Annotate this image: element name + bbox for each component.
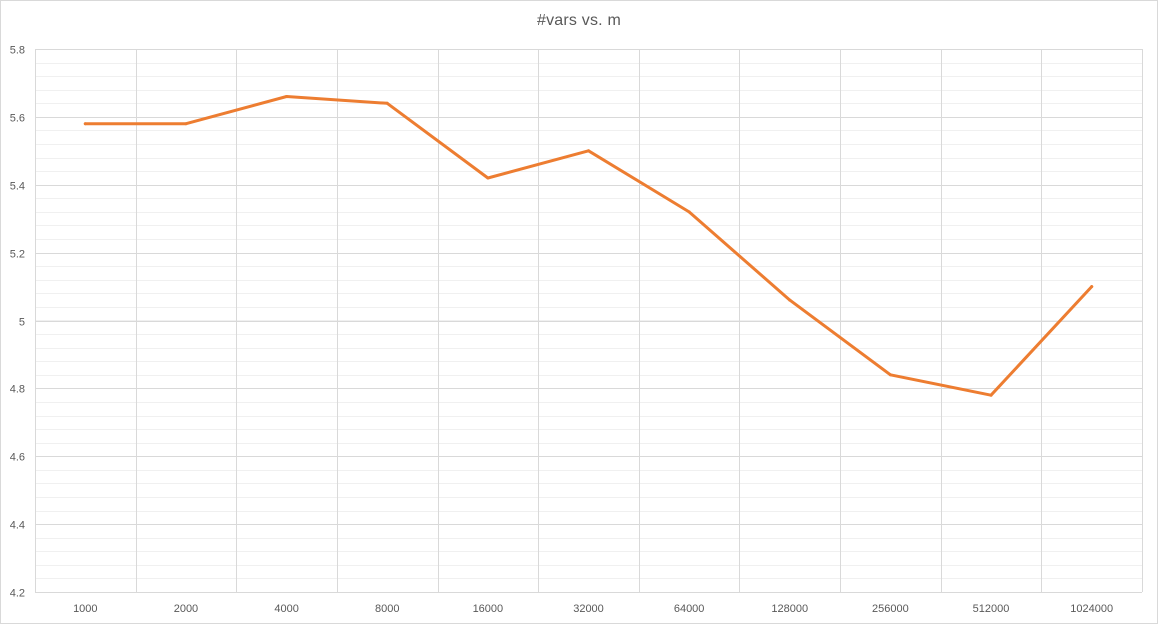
data-point	[687, 210, 691, 214]
x-tick-label: 8000	[375, 603, 399, 615]
y-tick-label: 5.4	[10, 181, 25, 193]
data-point	[486, 176, 490, 180]
major-gridlines	[35, 49, 1142, 593]
y-axis-tick-labels: 4.2 4.4 4.6 4.8 5 5.2 5.4 5.6 5.8	[10, 45, 25, 600]
data-point	[1090, 285, 1094, 289]
x-tick-label: 32000	[573, 603, 604, 615]
data-point	[788, 298, 792, 302]
x-tick-label: 256000	[872, 603, 909, 615]
data-point	[184, 122, 188, 126]
x-tick-label: 2000	[174, 603, 198, 615]
data-point	[83, 122, 87, 126]
y-tick-label: 5.2	[10, 249, 25, 261]
data-point	[385, 101, 389, 105]
x-tick-label: 4000	[274, 603, 298, 615]
y-tick-label: 4.6	[10, 452, 25, 464]
data-point	[285, 95, 289, 98]
x-axis-tick-labels: 1000 2000 4000 8000 16000 32000 64000 128000 256…	[73, 603, 1113, 615]
series-layer	[83, 95, 1094, 397]
y-tick-label: 4.4	[10, 520, 25, 532]
data-point	[989, 393, 993, 397]
x-tick-label: 16000	[473, 603, 504, 615]
x-tick-label: 1000	[73, 603, 97, 615]
y-tick-label: 5.8	[10, 45, 25, 57]
y-tick-label: 4.8	[10, 384, 25, 396]
y-tick-label: 4.2	[10, 588, 25, 600]
data-point	[587, 149, 590, 153]
y-tick-label: 5.6	[10, 113, 25, 125]
x-tick-label: 512000	[973, 603, 1010, 615]
x-tick-label: 1024000	[1070, 603, 1113, 615]
y-tick-label: 5	[19, 317, 25, 329]
data-point	[888, 373, 892, 377]
chart-title: #vars vs. m	[537, 12, 621, 29]
x-tick-label: 128000	[771, 603, 808, 615]
x-tick-label: 64000	[674, 603, 705, 615]
